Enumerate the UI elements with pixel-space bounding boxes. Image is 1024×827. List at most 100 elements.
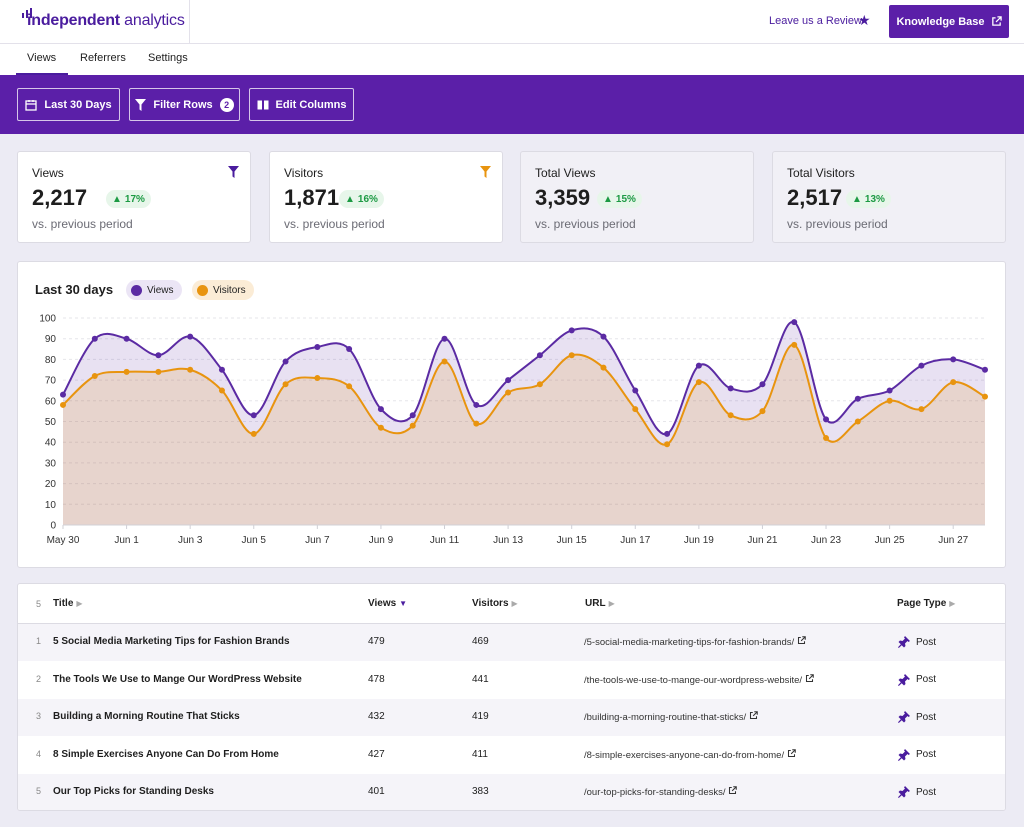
x-tick-label: Jun 11 [430,535,460,546]
url-text[interactable]: /the-tools-we-use-to-mange-our-wordpress… [584,674,803,686]
up-arrow-icon: ▲ [603,193,613,205]
column-header-views[interactable]: Views ▼ [368,598,407,609]
external-link-icon[interactable] [797,636,806,645]
table-row[interactable]: 1 5 Social Media Marketing Tips for Fashi… [18,624,1005,661]
url-text[interactable]: /5-social-media-marketing-tips-for-fashi… [584,637,795,648]
x-tick-label: Jun 21 [747,535,777,546]
data-point [60,391,66,398]
x-tick-label: May 30 [47,535,80,546]
table-row[interactable]: 3 Building a Morning Routine That Sticks 4… [18,699,1005,736]
url-cell[interactable]: /8-simple-exercises-anyone-can-do-from-h… [584,748,796,761]
stat-value: 2,217 [32,185,88,210]
tab-views[interactable]: Views [16,52,69,75]
up-arrow-icon: ▲ [852,193,862,205]
page-type-cell: Post [898,636,936,648]
data-point [759,408,766,415]
stat-label: Total Views [535,166,596,180]
views-cell: 478 [368,673,385,685]
data-point [187,333,194,340]
data-point [823,435,830,442]
edit-columns-button[interactable]: Edit Columns [249,88,354,121]
column-header-title[interactable]: Title ▶ [53,598,83,609]
url-cell[interactable]: /building-a-morning-routine-that-sticks/ [584,711,758,723]
url-text[interactable]: /our-top-picks-for-standing-desks/ [584,787,726,798]
external-link-icon[interactable] [728,786,737,795]
url-cell[interactable]: /our-top-picks-for-standing-desks/ [584,786,737,798]
stat-change-value: 13% [864,193,885,205]
column-page-type-label: Page Type [897,598,947,609]
legend-views[interactable]: Views [126,280,182,300]
stat-card-total-visitors: Total Visitors 2,517 ▲ 13% vs. previous p… [772,151,1006,243]
star-icon[interactable]: ★ [858,12,871,28]
table-row[interactable]: 2 The Tools We Use to Mange Our WordPress… [18,662,1005,699]
column-visitors-label: Visitors [472,598,509,609]
tab-referrers[interactable]: Referrers [80,52,126,64]
series-area [63,344,985,525]
external-link-icon[interactable] [787,748,796,758]
data-point [377,424,384,431]
data-point [695,362,702,369]
data-point [886,397,893,404]
y-tick-label: 100 [39,314,56,325]
filter-icon[interactable] [228,166,239,178]
line-chart[interactable]: 0 10 20 30 40 50 60 70 80 90 100 May 30 Jun 1 Jun 3 Ju… [18,262,1007,569]
data-point [377,406,384,413]
x-tick-label: Jun 5 [242,535,267,546]
page-type-label: Post [916,711,937,723]
date-range-label: Last 30 Days [44,98,112,111]
data-point [505,377,512,384]
sort-arrow-icon: ▶ [608,599,615,608]
y-tick-label: 10 [45,500,57,511]
stat-value: 3,359 [535,185,591,210]
filter-rows-button[interactable]: Filter Rows 2 [129,88,240,121]
y-tick-label: 0 [50,521,56,532]
legend-visitors[interactable]: Visitors [192,280,254,300]
column-url-label: URL [585,598,606,609]
row-index: 1 [36,636,42,646]
column-header-url[interactable]: URL ▶ [585,598,615,609]
page-title-cell[interactable]: Our Top Picks for Standing Desks [53,786,214,797]
date-range-button[interactable]: Last 30 Days [17,88,120,121]
url-cell[interactable]: /the-tools-we-use-to-mange-our-wordpress… [584,673,814,686]
filter-icon[interactable] [480,166,491,178]
stat-change-value: 17% [124,193,145,205]
external-link-icon[interactable] [805,673,814,683]
row-index: 3 [36,711,42,721]
table-row[interactable]: 4 8 Simple Exercises Anyone Can Do From H… [18,737,1005,774]
pin-icon [898,748,910,761]
page-title-cell[interactable]: 5 Social Media Marketing Tips for Fashio… [53,636,290,647]
stat-change-badge: ▲ 13% [846,190,891,208]
page-title-cell[interactable]: Building a Morning Routine That Sticks [53,711,240,722]
page-title-cell[interactable]: The Tools We Use to Mange Our WordPress … [53,673,302,685]
tab-settings[interactable]: Settings [148,52,188,64]
x-tick-label: Jun 9 [369,535,394,546]
knowledge-base-button[interactable]: Knowledge Base [889,5,1009,38]
column-views-label: Views [368,598,397,609]
y-tick-label: 90 [45,334,57,345]
visitors-cell: 441 [472,673,489,685]
x-tick-label: Jun 19 [684,535,714,546]
table-row[interactable]: 5 Our Top Picks for Standing Desks 401 383 /… [18,774,1005,810]
url-cell[interactable]: /5-social-media-marketing-tips-for-fashi… [584,636,806,648]
visitors-cell: 411 [472,748,488,760]
up-arrow-icon: ▲ [345,193,355,205]
column-header-visitors[interactable]: Visitors ▶ [472,598,518,609]
views-cell: 427 [368,748,385,760]
leave-review-link[interactable]: Leave us a Review [769,15,862,27]
page-title-cell[interactable]: 8 Simple Exercises Anyone Can Do From Ho… [53,748,279,760]
logo[interactable]: independent analytics [0,0,190,44]
url-text[interactable]: /8-simple-exercises-anyone-can-do-from-h… [584,749,785,761]
x-tick-label: Jun 25 [875,535,905,546]
y-tick-label: 60 [45,396,57,407]
logo-text: independent analytics [27,12,185,29]
knowledge-base-label: Knowledge Base [896,15,985,28]
column-header-page-type[interactable]: Page Type ▶ [897,598,955,609]
x-tick-label: Jun 23 [811,535,841,546]
url-text[interactable]: /building-a-morning-routine-that-sticks/ [584,712,747,723]
external-link-icon [991,16,1002,26]
page-type-label: Post [916,674,937,685]
sort-arrow-icon: ▶ [949,599,956,608]
data-point [218,387,225,394]
external-link-icon[interactable] [749,711,758,720]
data-point [346,383,353,390]
